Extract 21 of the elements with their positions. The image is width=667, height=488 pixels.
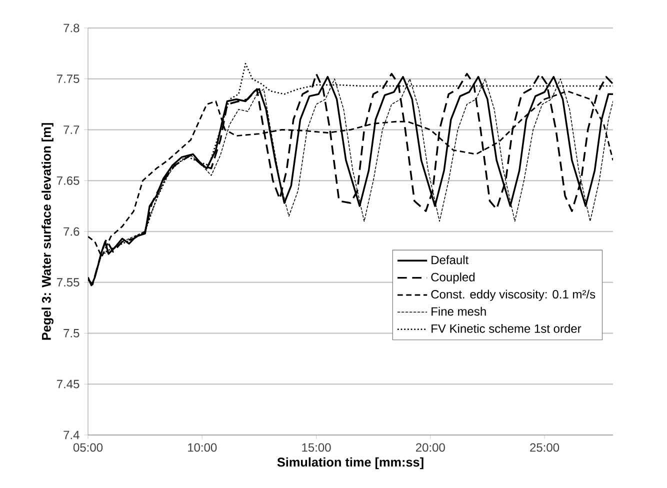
- x-tick-label: 05:00: [73, 443, 103, 452]
- x-tick-label: 15:00: [302, 443, 331, 452]
- y-tick-label: 7.5: [64, 329, 80, 338]
- y-tick-label: 7.75: [56, 74, 80, 84]
- y-tick-label: 7.6: [64, 227, 80, 236]
- y-axis-title: Pegel 3: Water surface elevation [m]: [42, 123, 54, 340]
- legend-label: Const. eddy viscosity: 0.1 m²/s: [431, 290, 596, 301]
- legend-label: Default: [432, 255, 469, 264]
- legend-label: Fine mesh: [432, 306, 486, 316]
- y-tick-label: 7.4: [64, 430, 80, 440]
- y-tick-label: 7.8: [64, 24, 80, 32]
- x-tick-label: 25:00: [530, 443, 560, 452]
- legend-label: FV Kinetic scheme 1st order: [432, 324, 582, 333]
- legend-label: Coupled: [431, 272, 475, 284]
- y-tick-label: 7.65: [56, 176, 80, 185]
- x-axis-title: Simulation time [mm:ss]: [277, 457, 424, 470]
- x-tick-label: 20:00: [416, 443, 445, 452]
- x-tick-label: 10:00: [188, 443, 217, 452]
- y-tick-label: 7.7: [64, 126, 80, 134]
- y-tick-label: 7.55: [56, 278, 80, 287]
- y-tick-label: 7.45: [56, 380, 80, 388]
